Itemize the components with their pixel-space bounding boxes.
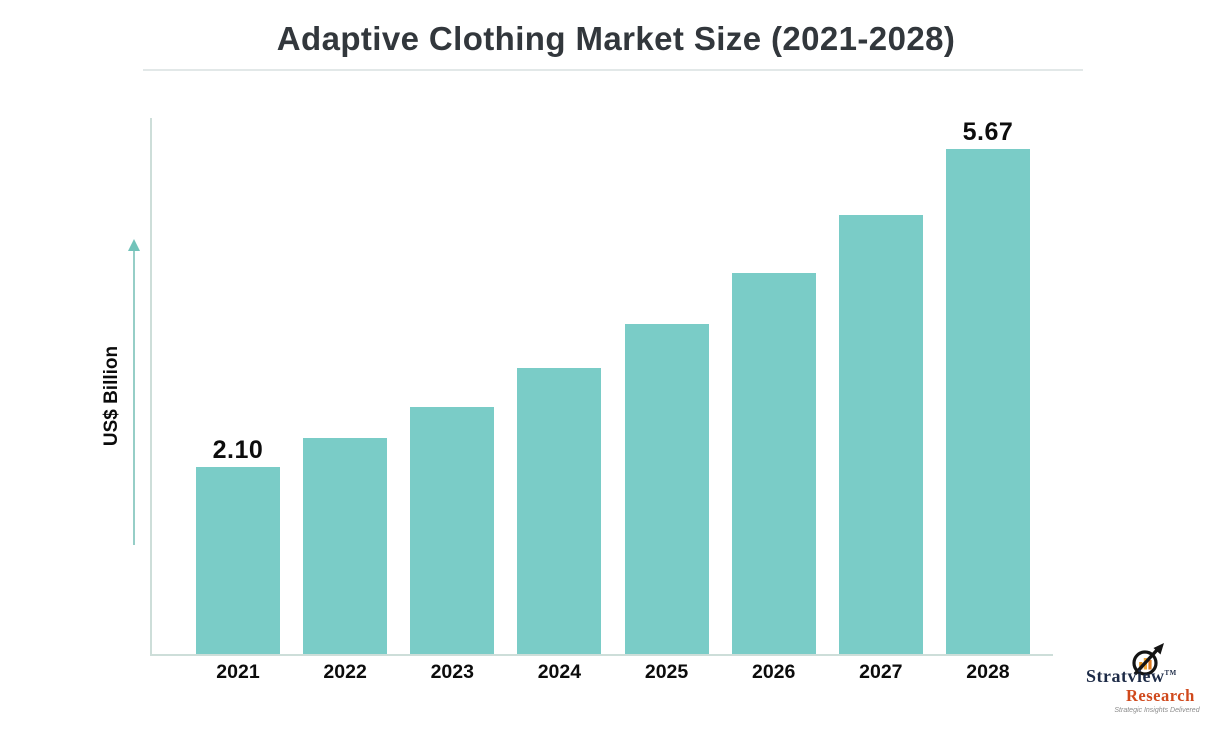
y-axis-arrow-up-icon — [127, 239, 140, 546]
x-tick-label-2021: 2021 — [216, 661, 260, 683]
x-axis-line — [150, 654, 1053, 656]
chart-title: Adaptive Clothing Market Size (2021-2028… — [276, 20, 956, 57]
brand-trademark: TM — [1164, 669, 1177, 677]
bar-2027 — [838, 215, 923, 654]
x-tick-label-2025: 2025 — [644, 661, 689, 683]
arrow-head — [127, 239, 140, 251]
x-tick-label-2026: 2026 — [751, 661, 796, 683]
bar-value-label-2021: 2.10 — [212, 436, 264, 464]
brand-subname: Research — [1126, 686, 1195, 705]
bar-2025 — [624, 324, 709, 654]
y-axis-line — [150, 118, 152, 655]
bar-2024 — [517, 368, 602, 654]
bar-2022 — [303, 438, 388, 654]
bar-value-label-2028: 5.67 — [962, 118, 1014, 146]
x-tick-label-2023: 2023 — [430, 661, 474, 683]
x-tick-label-2022: 2022 — [323, 661, 367, 683]
x-tick-label-2028: 2028 — [966, 661, 1010, 683]
x-tick-label-2024: 2024 — [537, 661, 582, 683]
title-underline — [143, 69, 1083, 71]
bar-2028 — [945, 149, 1030, 654]
arrow-shaft — [132, 251, 135, 545]
bar-2023 — [410, 407, 495, 654]
brand-name-text: Stratview — [1086, 666, 1165, 686]
brand-logo: StratviewTM Research Strategic Insights … — [1080, 626, 1230, 726]
x-tick-label-2027: 2027 — [859, 661, 903, 683]
bar-2021 — [196, 467, 280, 654]
brand-name: StratviewTM — [1086, 666, 1177, 687]
magnifier-arrow-chart-icon — [1132, 643, 1164, 676]
brand-tagline: Strategic Insights Delivered — [1114, 707, 1200, 714]
bar-2026 — [731, 273, 816, 654]
